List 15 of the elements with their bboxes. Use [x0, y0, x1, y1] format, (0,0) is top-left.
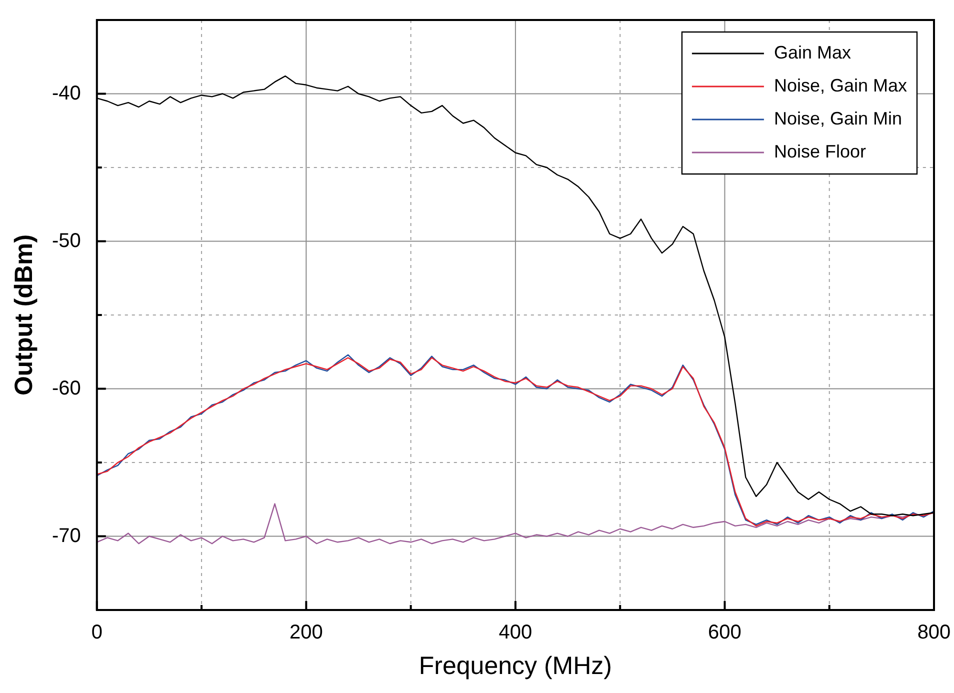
x-axis-title: Frequency (MHz): [418, 652, 612, 680]
y-tick-label: -60: [52, 377, 81, 400]
x-tick-label: 400: [498, 622, 532, 644]
legend-label: Noise Floor: [774, 141, 866, 162]
x-tick-label: 200: [289, 622, 323, 644]
y-axis-title: Output (dBm): [10, 234, 38, 396]
legend-label: Gain Max: [774, 42, 851, 62]
x-tick-label: 0: [91, 622, 102, 644]
x-tick-label: 600: [708, 622, 742, 644]
y-tick-label: -40: [52, 82, 81, 104]
x-tick-label: 800: [917, 622, 951, 644]
legend-label: Noise, Gain Min: [774, 108, 902, 128]
y-tick-label: -70: [52, 524, 81, 547]
legend-label: Noise, Gain Max: [774, 75, 908, 96]
y-tick-label: -50: [52, 230, 81, 252]
